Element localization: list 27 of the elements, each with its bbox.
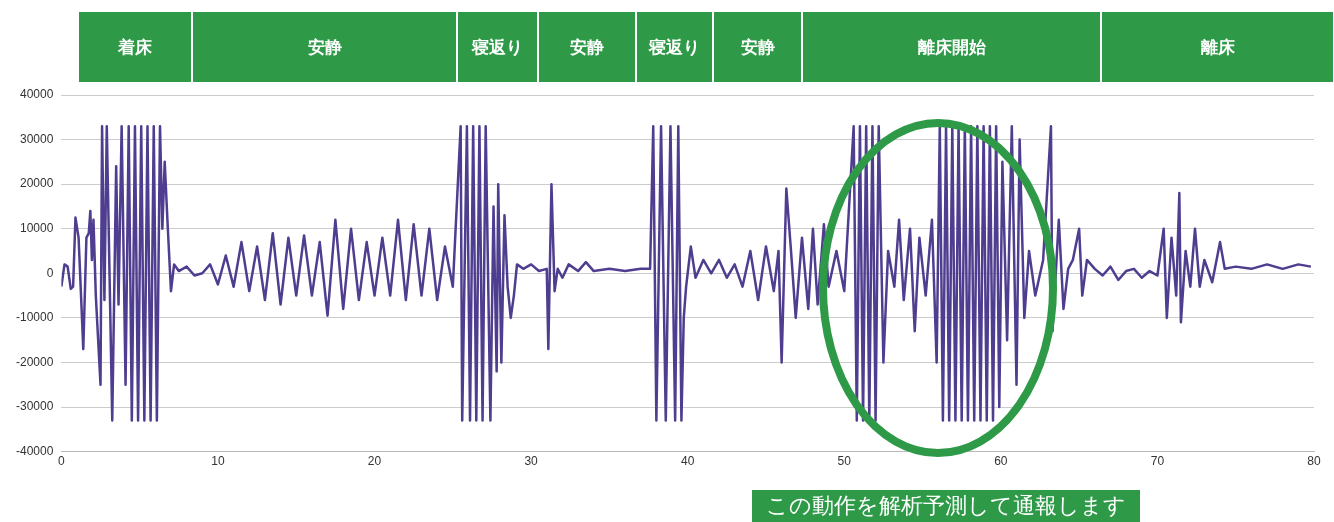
text: 寝返り	[637, 12, 712, 82]
text: 安静	[539, 12, 635, 82]
text: 離床	[1102, 12, 1333, 82]
text: この動作を解析予測して通報します	[752, 490, 1140, 522]
y-tick-label: -20000	[15, 354, 54, 369]
y-tick-label: -10000	[15, 310, 54, 325]
y-tick-label: 30000	[19, 131, 54, 146]
y-tick-label: 40000	[19, 87, 54, 102]
text: 着床	[79, 12, 191, 82]
x-tick-label: 80	[1307, 454, 1321, 469]
x-tick-label: 0	[58, 454, 66, 469]
x-tick-label: 20	[367, 454, 382, 469]
y-tick-label: 20000	[19, 176, 54, 191]
x-tick-label: 70	[1150, 454, 1165, 469]
x-tick-label: 40	[681, 454, 695, 469]
y-tick-label: -40000	[15, 443, 54, 458]
text: 安静	[714, 12, 801, 82]
x-tick-label: 30	[524, 454, 539, 469]
text: 寝返り	[458, 12, 537, 82]
x-tick-label: 60	[994, 454, 1008, 469]
y-tick-label: 0	[46, 265, 54, 280]
x-tick-label: 10	[211, 454, 225, 469]
x-tick-label: 50	[837, 454, 852, 469]
y-tick-label: -30000	[15, 399, 54, 414]
text: 安静	[193, 12, 456, 82]
text: 離床開始	[803, 12, 1100, 82]
y-tick-label: 10000	[19, 221, 54, 236]
